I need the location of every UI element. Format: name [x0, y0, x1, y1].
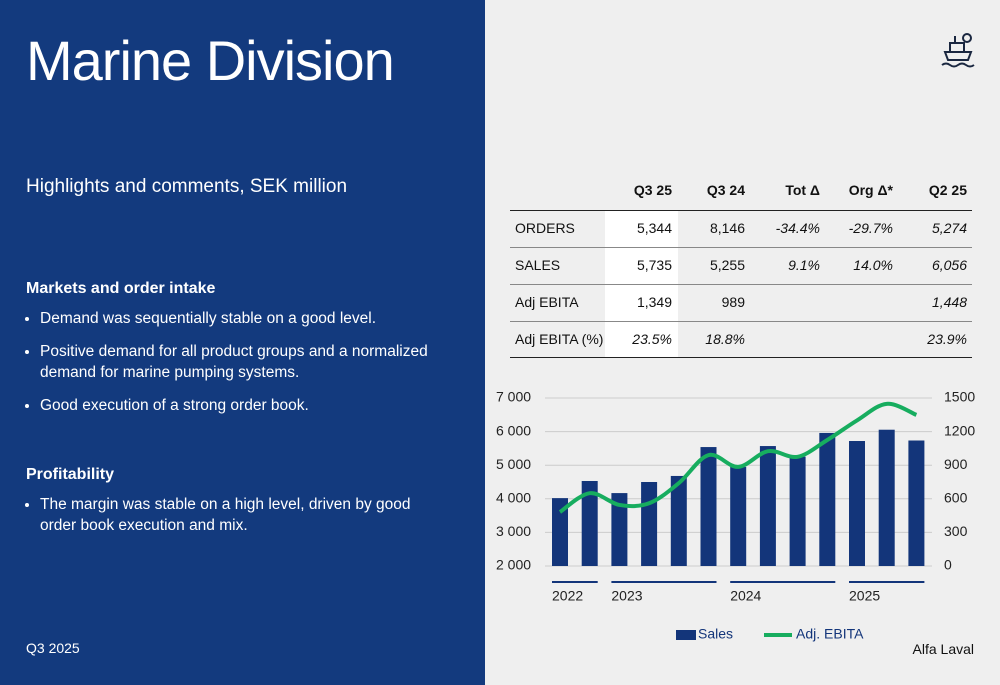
bullet-list: Demand was sequentially stable on a good… [26, 308, 446, 416]
line [558, 401, 918, 514]
bar [730, 466, 747, 566]
ship-icon [941, 33, 975, 68]
bullet: Positive demand for all product groups a… [40, 341, 446, 383]
bar [789, 456, 806, 566]
section: Markets and order intake Demand was seque… [26, 280, 446, 428]
cell: 14.0% [853, 257, 893, 273]
row-rule [510, 357, 972, 358]
y2-tick-label: 300 [944, 523, 968, 539]
cell: 1,349 [636, 294, 672, 310]
group-label: 2024 [730, 588, 761, 604]
y-tick-label: 5 000 [496, 456, 531, 472]
bar [819, 432, 836, 566]
subtitle: Highlights and comments, SEK million [26, 176, 348, 197]
row-label: Adj EBITA [515, 294, 579, 310]
y-tick-label: 7 000 [496, 389, 531, 405]
column-header: Q3 24 [706, 182, 745, 198]
y-tick-label: 3 000 [496, 523, 531, 539]
column-header: Org Δ* [848, 182, 893, 198]
y-tick-label: 6 000 [496, 422, 531, 438]
row-label: ORDERS [515, 220, 575, 236]
y2-tick-label: 600 [944, 490, 968, 506]
cell: -34.4% [775, 220, 820, 236]
cell: 5,274 [931, 220, 967, 236]
bar [908, 440, 925, 566]
cell: 5,344 [636, 220, 672, 236]
bar [878, 429, 895, 566]
bullet: Demand was sequentially stable on a good… [40, 308, 446, 329]
column-header: Q2 25 [928, 182, 967, 198]
y2-tick-label: 900 [944, 456, 968, 472]
y2-tick-label: 1200 [944, 422, 975, 438]
legend-swatch [676, 630, 696, 640]
section: Profitability The margin was stable on a … [26, 466, 446, 548]
bar [849, 441, 865, 566]
cell: 18.8% [705, 331, 745, 347]
bar [670, 475, 687, 566]
section-heading: Markets and order intake [26, 280, 216, 297]
brand: Alfa Laval [912, 641, 974, 657]
bullet-list: The margin was stable on a high level, d… [26, 494, 446, 536]
row-rule [510, 284, 972, 285]
cell: 6,056 [931, 257, 967, 273]
row-label: Adj EBITA (%) [515, 331, 604, 347]
y-tick-label: 4 000 [496, 490, 531, 506]
group-label: 2025 [849, 588, 880, 604]
legend-label: Adj. EBITA [796, 626, 864, 642]
cell: 5,255 [709, 257, 745, 273]
section-heading: Profitability [26, 466, 115, 483]
group-label: 2022 [552, 588, 583, 604]
y2-tick-label: 1500 [944, 389, 975, 405]
bar [552, 498, 568, 566]
bar [581, 480, 598, 566]
y2-tick-label: 0 [944, 557, 952, 573]
cell: 9.1% [788, 257, 820, 273]
cell: 8,146 [709, 220, 745, 236]
legend-label: Sales [698, 626, 733, 642]
row-rule [510, 210, 972, 211]
period: Q3 2025 [26, 640, 80, 656]
highlight-column [605, 210, 678, 357]
bullet: The margin was stable on a high level, d… [40, 494, 446, 536]
left-panel: Marine Division Highlights and comments,… [0, 0, 485, 685]
bar [611, 493, 628, 566]
bar [700, 447, 717, 566]
cell: -29.7% [848, 220, 893, 236]
bar [641, 482, 658, 566]
cell: 23.9% [927, 331, 967, 347]
cell: 989 [721, 294, 745, 310]
y-tick-label: 2 000 [496, 557, 531, 573]
cell: 1,448 [931, 294, 967, 310]
group-label: 2023 [611, 588, 642, 604]
cell: 23.5% [632, 331, 672, 347]
column-header: Q3 25 [633, 182, 672, 198]
bar [759, 446, 776, 566]
column-header: Tot Δ [785, 182, 820, 198]
cell: 5,735 [636, 257, 672, 273]
title: Marine Division [26, 29, 395, 92]
row-rule [510, 321, 972, 322]
row-rule [510, 247, 972, 248]
row-label: SALES [515, 257, 561, 273]
bullet: Good execution of a strong order book. [40, 395, 446, 416]
